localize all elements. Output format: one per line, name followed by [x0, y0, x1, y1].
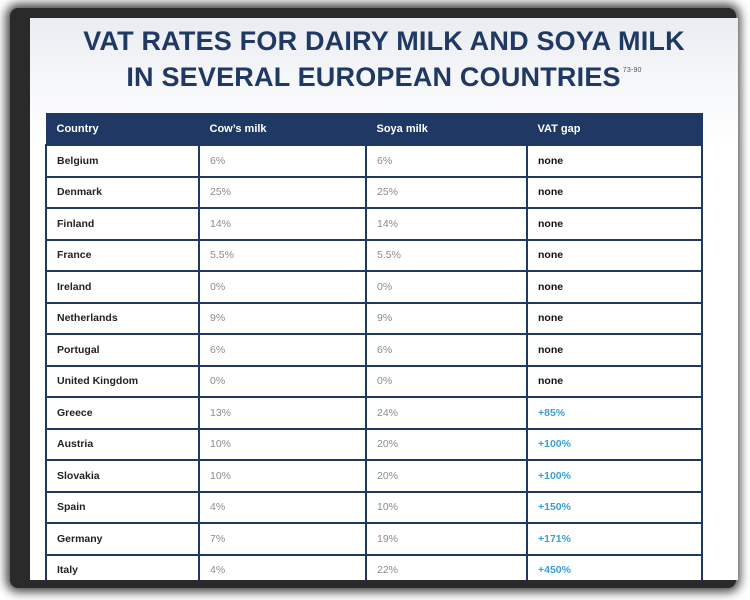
vat-table: Country Cow’s milk Soya milk VAT gap Bel…	[45, 113, 703, 580]
header-soya-milk: Soya milk	[365, 113, 528, 146]
soya-milk-cell: 10%	[365, 490, 528, 524]
title-reference: 73-90	[622, 67, 642, 74]
page-title: VAT RATES FOR DAIRY MILK AND SOYA MILK I…	[30, 26, 738, 92]
table-row: Italy 4% 22% +450%	[45, 553, 703, 580]
cows-milk-cell: 4%	[198, 490, 367, 524]
soya-milk-cell: 22%	[365, 553, 528, 580]
table-row: France 5.5% 5.5% none	[45, 238, 703, 272]
cows-milk-cell: 9%	[198, 301, 367, 335]
cows-milk-cell: 10%	[198, 459, 367, 493]
table-row: Ireland 0% 0% none	[45, 270, 703, 304]
table-row: Denmark 25% 25% none	[45, 175, 703, 209]
table-row: Netherlands 9% 9% none	[45, 301, 703, 335]
soya-milk-cell: 5.5%	[365, 238, 528, 272]
soya-milk-cell: 6%	[365, 333, 528, 367]
country-cell: Greece	[45, 396, 200, 430]
cows-milk-cell: 6%	[198, 333, 367, 367]
header-cows-milk: Cow’s milk	[198, 113, 367, 146]
cows-milk-cell: 13%	[198, 396, 367, 430]
country-cell: Portugal	[45, 333, 200, 367]
vat-gap-cell: none	[526, 301, 703, 335]
country-cell: Italy	[45, 553, 200, 580]
vat-gap-cell: +100%	[526, 427, 703, 461]
table-row: Germany 7% 19% +171%	[45, 522, 703, 556]
country-cell: Belgium	[45, 144, 200, 178]
soya-milk-cell: 0%	[365, 270, 528, 304]
table-row: Greece 13% 24% +85%	[45, 396, 703, 430]
table-row: Finland 14% 14% none	[45, 207, 703, 241]
country-cell: Netherlands	[45, 301, 200, 335]
cows-milk-cell: 0%	[198, 270, 367, 304]
vat-gap-cell: +450%	[526, 553, 703, 580]
table-row: Slovakia 10% 20% +100%	[45, 459, 703, 493]
title-line-2-text: IN SEVERAL EUROPEAN COUNTRIES	[126, 62, 621, 92]
vat-gap-cell: none	[526, 333, 703, 367]
vat-gap-cell: none	[526, 270, 703, 304]
country-cell: Austria	[45, 427, 200, 461]
soya-milk-cell: 9%	[365, 301, 528, 335]
soya-milk-cell: 24%	[365, 396, 528, 430]
cows-milk-cell: 7%	[198, 522, 367, 556]
soya-milk-cell: 25%	[365, 175, 528, 209]
soya-milk-cell: 19%	[365, 522, 528, 556]
cows-milk-cell: 25%	[198, 175, 367, 209]
cows-milk-cell: 4%	[198, 553, 367, 580]
vat-gap-cell: none	[526, 364, 703, 398]
soya-milk-cell: 20%	[365, 427, 528, 461]
vat-gap-cell: none	[526, 144, 703, 178]
soya-milk-cell: 6%	[365, 144, 528, 178]
soya-milk-cell: 0%	[365, 364, 528, 398]
table-row: Austria 10% 20% +100%	[45, 427, 703, 461]
soya-milk-cell: 20%	[365, 459, 528, 493]
cows-milk-cell: 14%	[198, 207, 367, 241]
cows-milk-cell: 0%	[198, 364, 367, 398]
cows-milk-cell: 5.5%	[198, 238, 367, 272]
title-line-1: VAT RATES FOR DAIRY MILK AND SOYA MILK	[83, 26, 685, 56]
country-cell: Slovakia	[45, 459, 200, 493]
soya-milk-cell: 14%	[365, 207, 528, 241]
vat-gap-cell: +85%	[526, 396, 703, 430]
vat-gap-cell: none	[526, 238, 703, 272]
vat-gap-cell: none	[526, 175, 703, 209]
country-cell: Denmark	[45, 175, 200, 209]
country-cell: Germany	[45, 522, 200, 556]
cows-milk-cell: 6%	[198, 144, 367, 178]
table-row: United Kingdom 0% 0% none	[45, 364, 703, 398]
country-cell: United Kingdom	[45, 364, 200, 398]
header-vat-gap: VAT gap	[526, 113, 703, 146]
image-frame: VAT RATES FOR DAIRY MILK AND SOYA MILK I…	[10, 8, 738, 588]
table-row: Spain 4% 10% +150%	[45, 490, 703, 524]
vat-gap-cell: none	[526, 207, 703, 241]
header-country: Country	[45, 113, 200, 146]
table-header: Country Cow’s milk Soya milk VAT gap	[45, 113, 703, 146]
cows-milk-cell: 10%	[198, 427, 367, 461]
title-line-2: IN SEVERAL EUROPEAN COUNTRIES 73-90	[30, 56, 738, 92]
table-body: Belgium 6% 6% none Denmark 25% 25% none Finland 1…	[45, 144, 703, 580]
vat-gap-cell: +150%	[526, 490, 703, 524]
country-cell: France	[45, 238, 200, 272]
header-row: Country Cow’s milk Soya milk VAT gap	[45, 113, 703, 146]
country-cell: Spain	[45, 490, 200, 524]
table-row: Portugal 6% 6% none	[45, 333, 703, 367]
document-sheet: VAT RATES FOR DAIRY MILK AND SOYA MILK I…	[30, 18, 738, 580]
vat-gap-cell: +171%	[526, 522, 703, 556]
vat-gap-cell: +100%	[526, 459, 703, 493]
country-cell: Finland	[45, 207, 200, 241]
country-cell: Ireland	[45, 270, 200, 304]
table-row: Belgium 6% 6% none	[45, 144, 703, 178]
